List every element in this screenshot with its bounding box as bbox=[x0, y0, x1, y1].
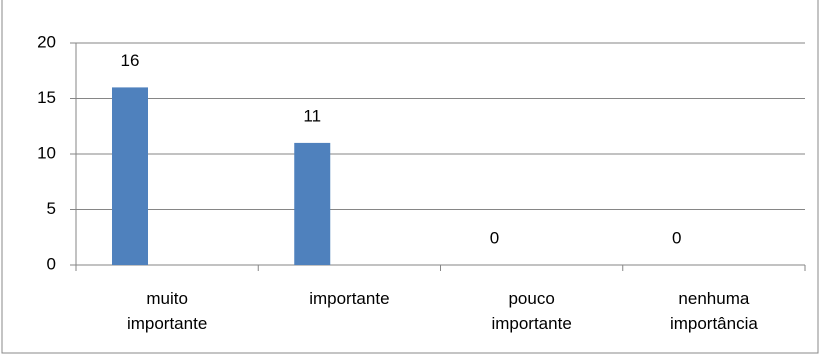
bar bbox=[294, 142, 331, 265]
y-tick-label: 10 bbox=[37, 143, 56, 162]
y-tick-label: 15 bbox=[37, 88, 56, 107]
data-label: 11 bbox=[303, 106, 321, 125]
x-tick-label: muito importante bbox=[126, 289, 208, 333]
y-tick-label: 0 bbox=[47, 254, 56, 273]
x-tick-label: importante bbox=[309, 289, 390, 308]
x-tick-label: nenhuma importância bbox=[669, 289, 758, 333]
data-label: 16 bbox=[121, 51, 140, 70]
data-label: 0 bbox=[490, 228, 499, 247]
y-tick-label: 5 bbox=[47, 199, 56, 218]
y-tick-label: 20 bbox=[37, 32, 56, 51]
bar bbox=[112, 87, 148, 266]
data-label: 0 bbox=[672, 228, 681, 247]
x-tick-label: pouco importante bbox=[491, 289, 572, 333]
